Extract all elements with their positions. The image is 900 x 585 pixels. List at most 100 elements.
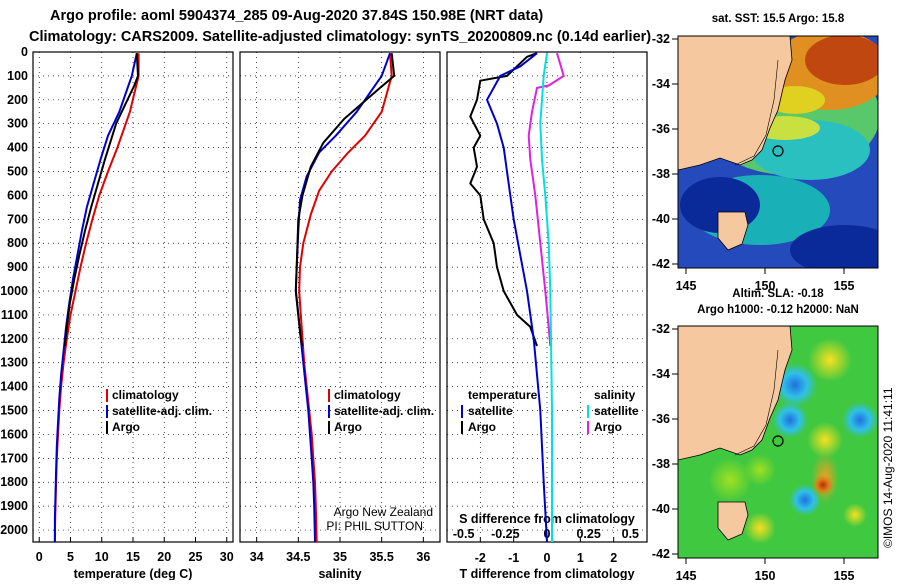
depth-tick-label: 800 — [7, 236, 28, 250]
series-line-satclim — [294, 52, 391, 542]
sla-eddy-cold-2 — [772, 402, 808, 438]
sla-map — [678, 326, 878, 558]
x-tick-label: 36 — [416, 550, 430, 564]
s-difference-axis-label: S difference from climatology — [459, 512, 635, 526]
depth-tick-label: 300 — [7, 117, 28, 131]
x-tick-label: 2 — [610, 551, 617, 565]
s-diff-tick-label: 0.5 — [622, 527, 639, 541]
x-tick-label: 30 — [220, 550, 234, 564]
lon-tick-label: 145 — [676, 569, 697, 580]
legend-t-argo-label: Argo — [468, 420, 496, 434]
sla-eddy-warm-4 — [744, 512, 776, 544]
depth-tick-label: 1700 — [0, 451, 28, 465]
x-tick-label: 20 — [157, 550, 171, 564]
x-tick-label: 1 — [577, 551, 584, 565]
sla-eddy-warm-1 — [808, 338, 852, 382]
sst-lat-axis: -32 -34 -36 -38 -40 -42 — [652, 32, 678, 271]
depth-tick-label: 2000 — [0, 523, 28, 537]
imos-stamp: ©IMOS 14-Aug-2020 11:41:11 — [881, 387, 895, 548]
difference-grid — [447, 51, 647, 542]
temperature-legend: climatology satellite-adj. clim. Argo — [106, 388, 212, 434]
x-tick-label: -2 — [475, 551, 486, 565]
sla-eddy-cold-3 — [789, 484, 821, 516]
sst-lon-axis: 145 150 155 — [676, 268, 855, 293]
difference-legend: temperature satellite Argo salinity sate… — [461, 388, 639, 434]
temperature-axis-label: temperature (deg C) — [74, 567, 193, 580]
salinity-x-axis: 34 34.5 35 35.5 36 — [250, 537, 430, 564]
series-line-s_diff_sat — [539, 53, 553, 542]
lat-tick-label: -42 — [652, 547, 670, 561]
temperature-grid — [33, 51, 233, 542]
x-tick-label: 34 — [250, 550, 264, 564]
pi-text: PI: PHIL SUTTON — [326, 519, 423, 533]
x-tick-label: 0 — [36, 550, 43, 564]
salinity-legend: climatology satellite-adj. clim. Argo — [328, 388, 434, 434]
legend-s-sat-label: satellite — [594, 404, 639, 418]
series-line-argo — [294, 53, 396, 347]
temperature-lines — [53, 52, 140, 542]
lon-tick-label: 145 — [676, 279, 697, 293]
sla-green-2 — [744, 454, 776, 486]
figure-title-line2: Climatology: CARS2009. Satellite-adjuste… — [29, 29, 651, 45]
sst-cold-right — [790, 225, 878, 268]
depth-tick-label: 400 — [7, 141, 28, 155]
x-tick-label: 15 — [126, 550, 140, 564]
lon-tick-label: 155 — [834, 569, 855, 580]
sla-green-1 — [708, 458, 752, 502]
depth-tick-label: 1400 — [0, 380, 28, 394]
sst-map — [678, 36, 878, 268]
lat-tick-label: -40 — [652, 502, 670, 516]
legend-clim-label: climatology — [334, 388, 401, 402]
sla-isobath — [734, 349, 779, 456]
sla-lon-axis: 145 150 155 — [676, 558, 855, 583]
depth-tick-label: 1800 — [0, 475, 28, 489]
difference-lines — [469, 52, 565, 542]
legend-argo-label: Argo — [112, 420, 140, 434]
sla-map-frame — [677, 325, 879, 559]
sla-argo-location — [772, 435, 784, 447]
x-tick-label: -1 — [508, 551, 519, 565]
x-tick-label: 5 — [67, 550, 74, 564]
salinity-axis-label: salinity — [318, 567, 361, 580]
s-diff-tick-label: -0.25 — [491, 527, 520, 541]
series-line-s_diff — [527, 52, 565, 347]
temperature-x-axis: 0 5 10 15 20 25 30 — [36, 537, 234, 564]
lon-tick-label: 155 — [834, 279, 855, 293]
sla-map-title1: Altim. SLA: -0.18 — [732, 288, 824, 300]
legend-satclim-label: satellite-adj. clim. — [334, 404, 434, 418]
sst-map-title: sat. SST: 15.5 Argo: 15.8 — [712, 13, 845, 25]
depth-tick-label: 1600 — [0, 427, 28, 441]
depth-tick-label: 500 — [7, 165, 28, 179]
sla-eddy-hot — [813, 475, 833, 495]
t-difference-axis-label: T difference from climatology — [459, 567, 634, 580]
sst-isobath — [734, 59, 779, 166]
depth-tick-label: 200 — [7, 93, 28, 107]
depth-tick-label: 1100 — [1, 308, 28, 322]
sst-australia-land — [678, 36, 793, 171]
lon-tick-label: 150 — [755, 569, 776, 580]
legend-t-sat-label: satellite — [468, 404, 513, 418]
depth-tick-label: 1500 — [0, 404, 28, 418]
sst-tasmania-land — [717, 211, 749, 251]
lat-tick-label: -42 — [652, 257, 670, 271]
depth-tick-label: 1200 — [0, 332, 28, 346]
sla-eddy-warm-5 — [843, 503, 867, 527]
series-line-t_diff — [469, 52, 538, 347]
lat-tick-label: -32 — [652, 32, 670, 46]
sst-map-frame — [677, 35, 879, 269]
lat-tick-label: -34 — [652, 367, 670, 381]
s-diff-tick-label: 0.25 — [576, 527, 600, 541]
sla-lat-axis: -32 -34 -36 -38 -40 -42 — [652, 322, 678, 561]
sla-eddy-warm-2 — [807, 422, 843, 458]
series-line-argo — [63, 53, 139, 347]
sla-map-title2: Argo h1000: -0.12 h2000: NaN — [697, 304, 859, 316]
figure-title-line1: Argo profile: aoml 5904374_285 09-Aug-20… — [50, 8, 543, 24]
depth-tick-label: 0 — [21, 45, 28, 59]
lat-tick-label: -40 — [652, 212, 670, 226]
sla-australia-land — [678, 326, 793, 461]
salinity-lines — [294, 52, 396, 542]
depth-tick-label: 1000 — [0, 284, 28, 298]
lat-tick-label: -36 — [652, 412, 670, 426]
lat-tick-label: -38 — [652, 167, 670, 181]
